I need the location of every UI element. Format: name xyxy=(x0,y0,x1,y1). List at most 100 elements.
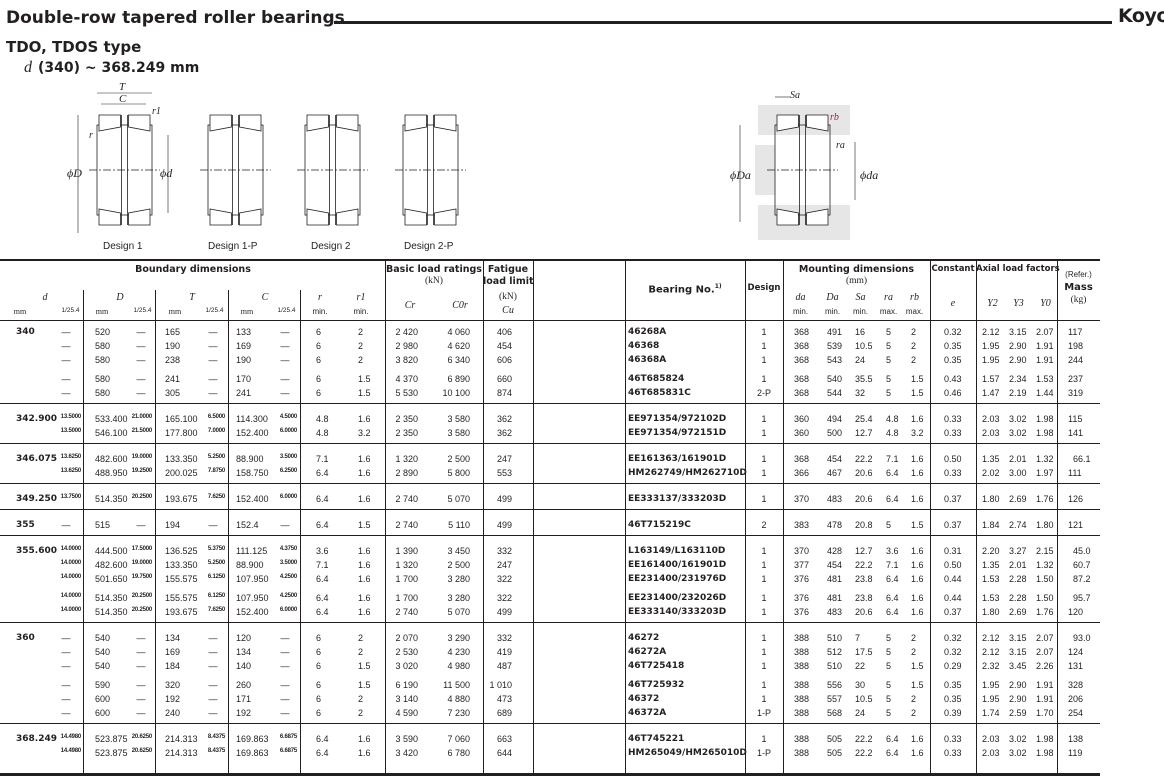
cell-bearing-no: HM262749/HM262710D xyxy=(628,468,747,478)
cell-rb-max: 2 xyxy=(911,694,917,704)
cell-d-inch: — xyxy=(61,355,71,365)
cell-ra-max: 5 xyxy=(886,520,892,530)
cell-Y2: 1.35 xyxy=(982,560,1000,570)
cell-Cu: 606 xyxy=(496,355,512,365)
cell-r-min: 6 xyxy=(316,374,322,384)
cell-rb-max: 1.5 xyxy=(911,520,924,530)
cell-C: 260 xyxy=(236,680,252,690)
cell-rb-max: 1.6 xyxy=(911,468,924,478)
column-divider xyxy=(155,290,156,774)
cell-Y3: 2.90 xyxy=(1009,680,1027,690)
col-Y3: Y3 xyxy=(1013,298,1024,309)
cell-r1-min: 1.6 xyxy=(358,494,371,504)
design-2p-roller-icon xyxy=(404,114,427,132)
cell-C: 114.300 xyxy=(236,414,268,424)
cell-D: 580 xyxy=(95,388,111,398)
cell-T: 155.575 xyxy=(165,574,198,584)
cell-Y3: 2.90 xyxy=(1009,694,1027,704)
cell-T: 177.800 xyxy=(165,428,198,438)
cell-d: 349.250 xyxy=(16,494,57,504)
cell-da-min: 370 xyxy=(794,494,810,504)
cell-rb-max: 1.6 xyxy=(911,607,924,617)
cell-C0r: 4 620 xyxy=(447,341,470,351)
cell-da-min: 388 xyxy=(794,633,810,643)
cell-d-inch: — xyxy=(61,708,71,718)
cell-d-inch: 13.5000 xyxy=(60,414,81,420)
cell-Y3: 2.59 xyxy=(1009,708,1027,718)
cell-D: 580 xyxy=(95,355,111,365)
cell-mass-kg: 87.2 xyxy=(1073,574,1091,584)
cell-C-inch: 4.5000 xyxy=(279,414,297,420)
cell-T: 214.313 xyxy=(165,748,198,758)
cell-rb-max: 1.6 xyxy=(911,734,924,744)
design-1p-roller-icon xyxy=(239,114,262,132)
cell-Y3: 2.28 xyxy=(1009,574,1027,584)
cell-C0r: 11 500 xyxy=(443,680,470,690)
cell-d-inch: — xyxy=(61,694,71,704)
page-title: Double-row tapered roller bearings xyxy=(6,8,345,28)
cell-T: 240 xyxy=(165,708,181,718)
cell-mass-kg: 237 xyxy=(1068,374,1084,384)
cell-T-inch: 6.1250 xyxy=(207,593,225,599)
cell-bearing-no: EE971354/972102D xyxy=(628,414,727,424)
unit-min: min. xyxy=(312,307,328,316)
cell-Y0: 1.50 xyxy=(1036,593,1054,603)
cell-Y2: 2.03 xyxy=(982,414,1000,424)
cell-D: 444.500 xyxy=(95,546,128,556)
cell-D-inch: 19.0000 xyxy=(131,560,152,566)
cell-Da-min: 568 xyxy=(827,708,843,718)
cell-Sa-min: 25.4 xyxy=(855,414,873,424)
cell-r-min: 6 xyxy=(316,388,322,398)
cell-r-min: 6.4 xyxy=(316,593,329,603)
cell-D-inch: — xyxy=(136,680,146,690)
caption-design-1: Design 1 xyxy=(103,241,143,252)
cell-design: 1 xyxy=(761,327,767,337)
cell-T-inch: — xyxy=(208,680,218,690)
cell-bearing-no: 46T685824 xyxy=(628,374,685,384)
cell-Y3: 3.45 xyxy=(1009,661,1027,671)
cell-da-min: 388 xyxy=(794,734,810,744)
cell-Da-min: 483 xyxy=(827,494,843,504)
cell-C: 111.125 xyxy=(236,546,268,556)
cell-C: 120 xyxy=(236,633,252,643)
cell-d: 346.075 xyxy=(16,454,57,464)
cell-Cu: 499 xyxy=(496,520,512,530)
cell-design: 2-P xyxy=(756,388,771,398)
cell-rb-max: 1.6 xyxy=(911,593,924,603)
design-2-roller-icon xyxy=(336,114,359,132)
cell-bearing-no: EE333137/333203D xyxy=(628,494,727,504)
cell-rb-max: 1.6 xyxy=(911,494,924,504)
cell-Da-min: 483 xyxy=(827,607,843,617)
group-divider xyxy=(0,443,1100,444)
cell-T: 165.100 xyxy=(165,414,198,424)
column-divider xyxy=(930,261,931,774)
cell-Y2: 1.47 xyxy=(982,388,1000,398)
cell-design: 1 xyxy=(761,734,767,744)
cell-C-inch: — xyxy=(280,327,290,337)
cell-Cr: 2 070 xyxy=(395,633,418,643)
cell-r-min: 6 xyxy=(316,633,322,643)
cell-bearing-no: 46368 xyxy=(628,341,660,351)
group-divider xyxy=(0,622,1100,623)
cell-Cr: 2 980 xyxy=(395,341,418,351)
col-Y0: Y0 xyxy=(1040,298,1051,309)
cell-r1-min: 1.6 xyxy=(358,734,371,744)
cell-Sa-min: 22.2 xyxy=(855,734,873,744)
design-1-roller-icon xyxy=(128,114,151,132)
cell-Sa-min: 22 xyxy=(855,661,866,671)
cell-D: 600 xyxy=(95,708,111,718)
cell-Da-min: 556 xyxy=(827,680,843,690)
cell-mass-kg: 138 xyxy=(1068,734,1084,744)
cell-C-inch: 6.2500 xyxy=(279,468,297,474)
cell-d-inch: 14.4980 xyxy=(60,748,81,754)
cell-r1-min: 2 xyxy=(358,355,364,365)
cell-D-inch: 21.0000 xyxy=(131,414,152,420)
cell-e: 0.44 xyxy=(944,593,962,603)
title-rule xyxy=(334,21,1112,24)
cell-design: 1 xyxy=(761,680,767,690)
cell-rb-max: 1.6 xyxy=(911,560,924,570)
brand-logo: Koyo xyxy=(1118,5,1164,27)
cell-ra-max: 5 xyxy=(886,355,892,365)
cell-mass-kg: 131 xyxy=(1068,661,1084,671)
load-ratings-heading: Basic load ratings xyxy=(386,264,482,275)
